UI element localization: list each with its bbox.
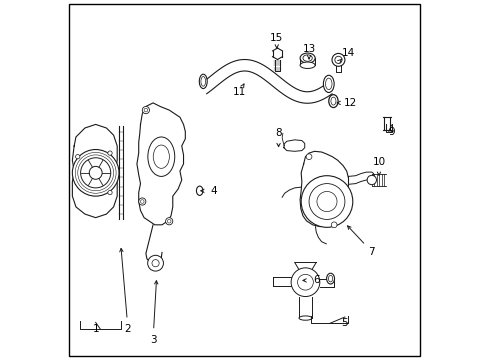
Text: 2: 2 bbox=[124, 324, 131, 334]
Circle shape bbox=[147, 255, 163, 271]
Ellipse shape bbox=[328, 275, 332, 282]
Circle shape bbox=[301, 176, 352, 227]
Circle shape bbox=[139, 198, 145, 205]
Circle shape bbox=[72, 149, 119, 196]
Text: 13: 13 bbox=[302, 44, 315, 54]
Circle shape bbox=[297, 274, 313, 290]
Text: 6: 6 bbox=[312, 275, 319, 285]
Text: 10: 10 bbox=[372, 157, 385, 167]
Circle shape bbox=[334, 56, 341, 63]
Ellipse shape bbox=[300, 53, 314, 63]
Text: 15: 15 bbox=[269, 33, 283, 43]
Circle shape bbox=[81, 158, 110, 188]
Text: 7: 7 bbox=[368, 247, 374, 257]
Ellipse shape bbox=[199, 74, 207, 89]
Ellipse shape bbox=[153, 145, 169, 168]
Circle shape bbox=[305, 154, 311, 159]
Text: 9: 9 bbox=[387, 127, 394, 136]
Ellipse shape bbox=[326, 273, 334, 284]
Circle shape bbox=[108, 151, 112, 155]
Ellipse shape bbox=[303, 55, 312, 61]
Text: 5: 5 bbox=[341, 319, 347, 328]
Circle shape bbox=[316, 192, 336, 212]
Circle shape bbox=[167, 220, 171, 223]
Circle shape bbox=[308, 184, 344, 220]
Circle shape bbox=[89, 166, 102, 179]
Circle shape bbox=[140, 200, 144, 203]
Ellipse shape bbox=[298, 316, 311, 320]
Text: 14: 14 bbox=[341, 48, 354, 58]
Ellipse shape bbox=[196, 186, 203, 195]
Ellipse shape bbox=[330, 97, 335, 105]
Circle shape bbox=[331, 53, 344, 66]
Circle shape bbox=[330, 222, 336, 228]
Text: 1: 1 bbox=[92, 324, 99, 334]
Ellipse shape bbox=[325, 78, 331, 90]
Text: 8: 8 bbox=[275, 129, 281, 138]
Circle shape bbox=[366, 175, 376, 185]
Text: 4: 4 bbox=[210, 186, 217, 196]
Circle shape bbox=[108, 190, 112, 195]
Circle shape bbox=[76, 154, 80, 159]
Circle shape bbox=[152, 260, 159, 267]
Ellipse shape bbox=[147, 137, 174, 176]
Ellipse shape bbox=[201, 77, 205, 86]
Circle shape bbox=[144, 108, 147, 112]
Text: 12: 12 bbox=[343, 98, 356, 108]
Circle shape bbox=[165, 218, 172, 225]
Ellipse shape bbox=[300, 62, 314, 68]
Text: 11: 11 bbox=[232, 87, 245, 97]
Circle shape bbox=[290, 268, 319, 297]
Circle shape bbox=[142, 107, 149, 114]
Ellipse shape bbox=[328, 95, 337, 108]
Ellipse shape bbox=[323, 75, 333, 93]
Text: 3: 3 bbox=[149, 334, 156, 345]
